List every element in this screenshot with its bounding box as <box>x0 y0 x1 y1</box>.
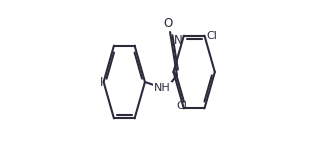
Text: NH: NH <box>154 83 171 93</box>
Text: N: N <box>174 34 183 47</box>
Text: Cl: Cl <box>206 31 217 41</box>
Text: O: O <box>164 18 173 30</box>
Text: Cl: Cl <box>177 102 188 111</box>
Text: I: I <box>100 75 103 89</box>
